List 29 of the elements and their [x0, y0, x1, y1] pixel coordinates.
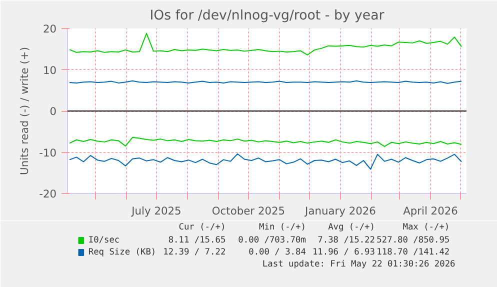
x-tick-label: October 2025 [212, 204, 286, 218]
y-tick-label: 0 [50, 105, 57, 118]
text: 118.70 /141.42 [376, 248, 450, 258]
text: Max (-/+) [402, 222, 450, 232]
y-tick-label: -20 [39, 188, 57, 200]
line-series [69, 153, 462, 170]
legend-label: Req Size (KB) [88, 248, 156, 258]
text: Min (-/+) [259, 222, 306, 232]
text: 527.80 /850.95 [376, 236, 450, 246]
text: Cur (-/+) [178, 222, 226, 232]
text: 0.00 /703.70m [238, 236, 306, 246]
text: Last update: Fri May 22 01:30:26 2026 [262, 260, 456, 270]
line-series [69, 32, 462, 56]
y-axis-title: Units read (-) / write (+) [18, 47, 32, 175]
legend-label: I0/sec [88, 236, 120, 246]
chart-title: IOs for /dev/nlnog-vg/root - by year [150, 8, 385, 24]
text: 8.11 /15.65 [168, 236, 226, 246]
line-series [69, 136, 462, 147]
text: 0.00 / 3.84 [248, 248, 306, 258]
y-tick-label: -10 [39, 146, 57, 160]
x-tick-label: April 2026 [403, 204, 458, 218]
y-tick-label: 10 [42, 64, 57, 77]
text: 12.39 / 7.22 [163, 248, 226, 258]
y-tick-label: 20 [42, 22, 57, 36]
text: 11.96 / 6.93 [312, 248, 375, 258]
text: 7.38 /15.22 [318, 236, 375, 246]
text: Avg (-/+) [328, 222, 375, 232]
x-tick-label: July 2025 [130, 204, 182, 218]
x-tick-label: January 2026 [304, 204, 376, 218]
